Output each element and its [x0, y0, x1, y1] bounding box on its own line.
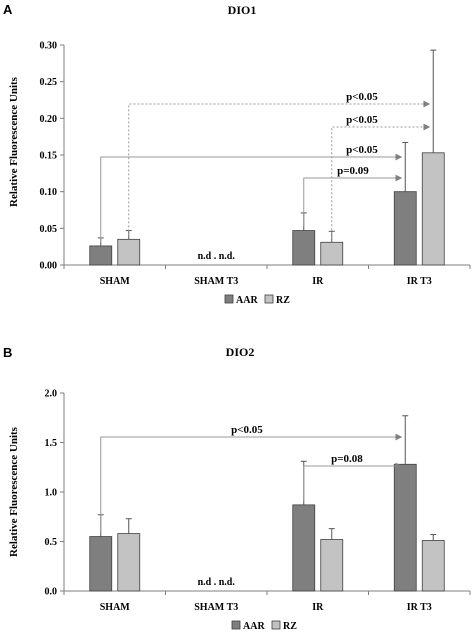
legend-swatch-aar: [231, 620, 241, 630]
comparison-bracket: [100, 153, 403, 242]
y-tick-label: 0.25: [40, 77, 58, 88]
dio2-chart: DIO2 Relative Fluorescence Units 0.0 0.5 1.0…: [8, 345, 471, 632]
comparison-p-label: p<0.05: [346, 114, 378, 126]
bar-rz-ir: [320, 241, 344, 266]
comparison-p-label: p=0.08: [331, 453, 363, 465]
chart-title: DIO1: [228, 3, 257, 17]
comparison-bracket: [303, 174, 403, 227]
y-tick-label: 0.5: [45, 537, 58, 548]
bar-aar-ir: [292, 230, 316, 266]
comparison-bracket: [100, 433, 403, 533]
x-tick-label: IR: [312, 276, 324, 287]
chart-title: DIO2: [226, 345, 255, 359]
x-tick-label: SHAM: [100, 602, 131, 613]
legend-label-aar: AAR: [243, 621, 265, 632]
x-tick-label: SHAM T3: [194, 276, 238, 287]
comparison-bracket: [303, 462, 403, 501]
x-tick-label: IR: [312, 602, 324, 613]
bar-rz-ir-t3: [421, 540, 445, 592]
legend-label-rz: RZ: [283, 621, 297, 632]
bar-aar-ir: [292, 504, 316, 592]
y-tick-label: 1.5: [45, 438, 58, 449]
comparison-bracket: [331, 123, 431, 239]
comparison-bracket: [128, 100, 431, 236]
legend-swatch-rz: [264, 294, 274, 304]
y-tick-label: 0.15: [40, 151, 58, 162]
bar-aar-sham: [89, 536, 113, 592]
comparison-p-label: p=0.09: [337, 165, 369, 177]
bar-rz-ir-t3: [421, 152, 445, 266]
bar-aar-sham: [89, 245, 113, 266]
bar-rz-sham: [117, 533, 141, 592]
legend-swatch-aar: [224, 294, 234, 304]
bar-rz-sham: [117, 238, 141, 266]
y-tick-label: 0.30: [40, 41, 58, 52]
y-tick-label: 0.05: [40, 224, 58, 235]
comparison-p-label: p<0.05: [346, 144, 378, 156]
comparison-p-label: p<0.05: [346, 91, 378, 103]
comparison-p-label: p<0.05: [231, 424, 263, 436]
y-tick-label: 2.0: [45, 389, 58, 400]
y-tick-label: 1.0: [45, 488, 58, 499]
bar-aar-ir-t3: [393, 191, 417, 266]
legend-swatch-rz: [271, 620, 281, 630]
bar-aar-ir-t3: [393, 463, 417, 592]
y-tick-label: 0.10: [40, 187, 58, 198]
x-tick-label: IR T3: [407, 276, 432, 287]
bar-rz-ir: [320, 539, 344, 592]
y-tick-label: 0.20: [40, 114, 58, 125]
y-tick-label: 0.0: [45, 587, 58, 598]
not-detected-annotation: n.d . n.d.: [198, 577, 236, 588]
y-axis-label: Relative Fluorescence Units: [8, 76, 20, 207]
not-detected-annotation: n.d . n.d.: [198, 251, 236, 262]
legend-label-rz: RZ: [276, 295, 290, 306]
dio1-chart: DIO1 Relative Fluorescence Units 0.00 0.05 0…: [8, 3, 471, 306]
panel-b-label: B: [3, 345, 13, 360]
x-tick-label: IR T3: [407, 602, 432, 613]
panel-a-label: A: [3, 2, 13, 17]
x-tick-label: SHAM: [100, 276, 131, 287]
legend-label-aar: AAR: [236, 295, 258, 306]
y-axis-label: Relative Fluorescence Units: [8, 426, 20, 557]
y-tick-label: 0.00: [40, 261, 58, 272]
x-tick-label: SHAM T3: [194, 602, 238, 613]
